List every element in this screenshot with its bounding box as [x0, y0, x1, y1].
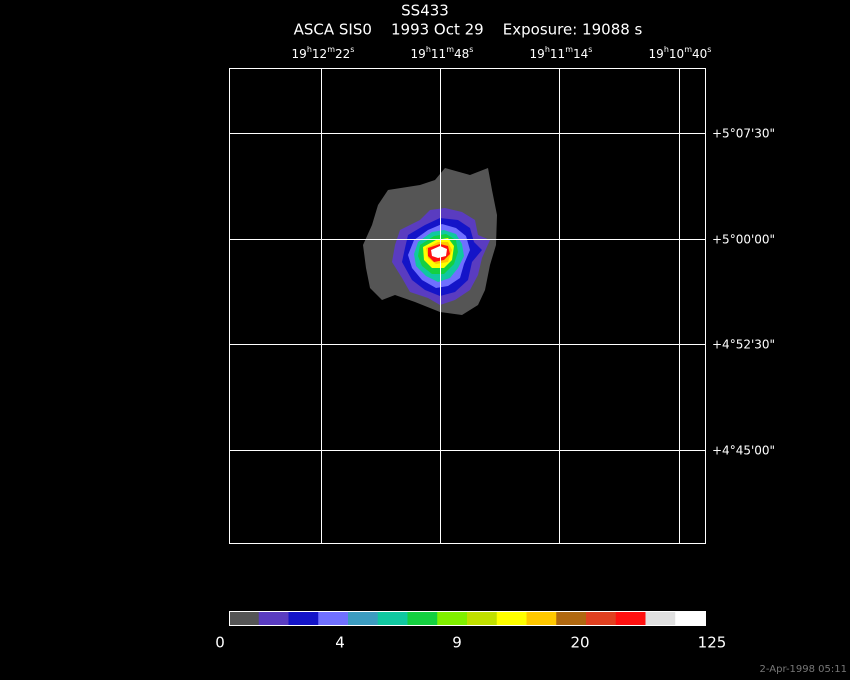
ra-labels: 19h12m22s 19h11m48s 19h11m14s 19h10m40s: [292, 45, 712, 61]
dec-label: +4°52'30": [712, 338, 775, 352]
ra-value: 48: [454, 47, 469, 61]
ra-unit: h: [307, 45, 312, 54]
dec-label: +5°00'00": [712, 233, 775, 247]
colorbar-segment: [615, 611, 646, 625]
ra-value: 11: [550, 47, 565, 61]
dec-label: +5°07'30": [712, 127, 775, 141]
frame: [229, 68, 706, 544]
colorbar-segment: [288, 611, 319, 625]
dec-label: +4°45'00": [712, 444, 775, 458]
colorbar-segment: [526, 611, 557, 625]
colorbar-label: 125: [698, 634, 727, 652]
colorbar-label: 0: [215, 634, 225, 652]
ra-unit: s: [350, 45, 354, 54]
ra-value: 14: [573, 47, 588, 61]
colorbar: 0 4 9 20 125: [215, 611, 726, 652]
colorbar-segment: [675, 611, 706, 625]
ra-label: 19h11m48s: [411, 45, 474, 61]
timestamp: 2-Apr-1998 05:11: [760, 664, 847, 675]
colorbar-segment: [318, 611, 349, 625]
ra-value: 40: [692, 47, 707, 61]
ra-unit: s: [707, 45, 711, 54]
colorbar-segment: [377, 611, 408, 625]
ra-value: 12: [312, 47, 327, 61]
title: SS433: [401, 2, 449, 20]
ra-unit: s: [588, 45, 592, 54]
colorbar-label: 4: [335, 634, 345, 652]
ra-value: 22: [335, 47, 350, 61]
coordinate-grid: [229, 68, 706, 544]
ra-unit: m: [565, 45, 573, 54]
colorbar-label: 9: [452, 634, 462, 652]
dec-labels: +5°07'30" +5°00'00" +4°52'30" +4°45'00": [712, 127, 775, 458]
colorbar-segment: [496, 611, 527, 625]
ra-unit: m: [446, 45, 454, 54]
subtitle: ASCA SIS0 1993 Oct 29 Exposure: 19088 s: [294, 21, 643, 39]
ra-value: 11: [431, 47, 446, 61]
colorbar-segment: [645, 611, 676, 625]
ra-label: 19h12m22s: [292, 45, 355, 61]
ra-value: 10: [669, 47, 684, 61]
ra-unit: s: [469, 45, 473, 54]
ra-value: 19: [530, 47, 545, 61]
colorbar-segment: [586, 611, 617, 625]
colorbar-segment: [407, 611, 438, 625]
source-image: [363, 168, 497, 315]
colorbar-segment: [437, 611, 468, 625]
ra-unit: h: [426, 45, 431, 54]
colorbar-segment: [556, 611, 587, 625]
ra-value: 19: [649, 47, 664, 61]
ra-label: 19h10m40s: [649, 45, 712, 61]
colorbar-frame: [229, 611, 706, 626]
ra-unit: m: [684, 45, 692, 54]
ra-value: 19: [292, 47, 307, 61]
colorbar-segment: [348, 611, 379, 625]
ra-unit: h: [664, 45, 669, 54]
ra-value: 19: [411, 47, 426, 61]
colorbar-segment: [229, 611, 260, 625]
ra-label: 19h11m14s: [530, 45, 593, 61]
ra-unit: h: [545, 45, 550, 54]
colorbar-label: 20: [570, 634, 589, 652]
colorbar-segment: [258, 611, 289, 625]
ra-unit: m: [327, 45, 335, 54]
colorbar-segment: [467, 611, 498, 625]
